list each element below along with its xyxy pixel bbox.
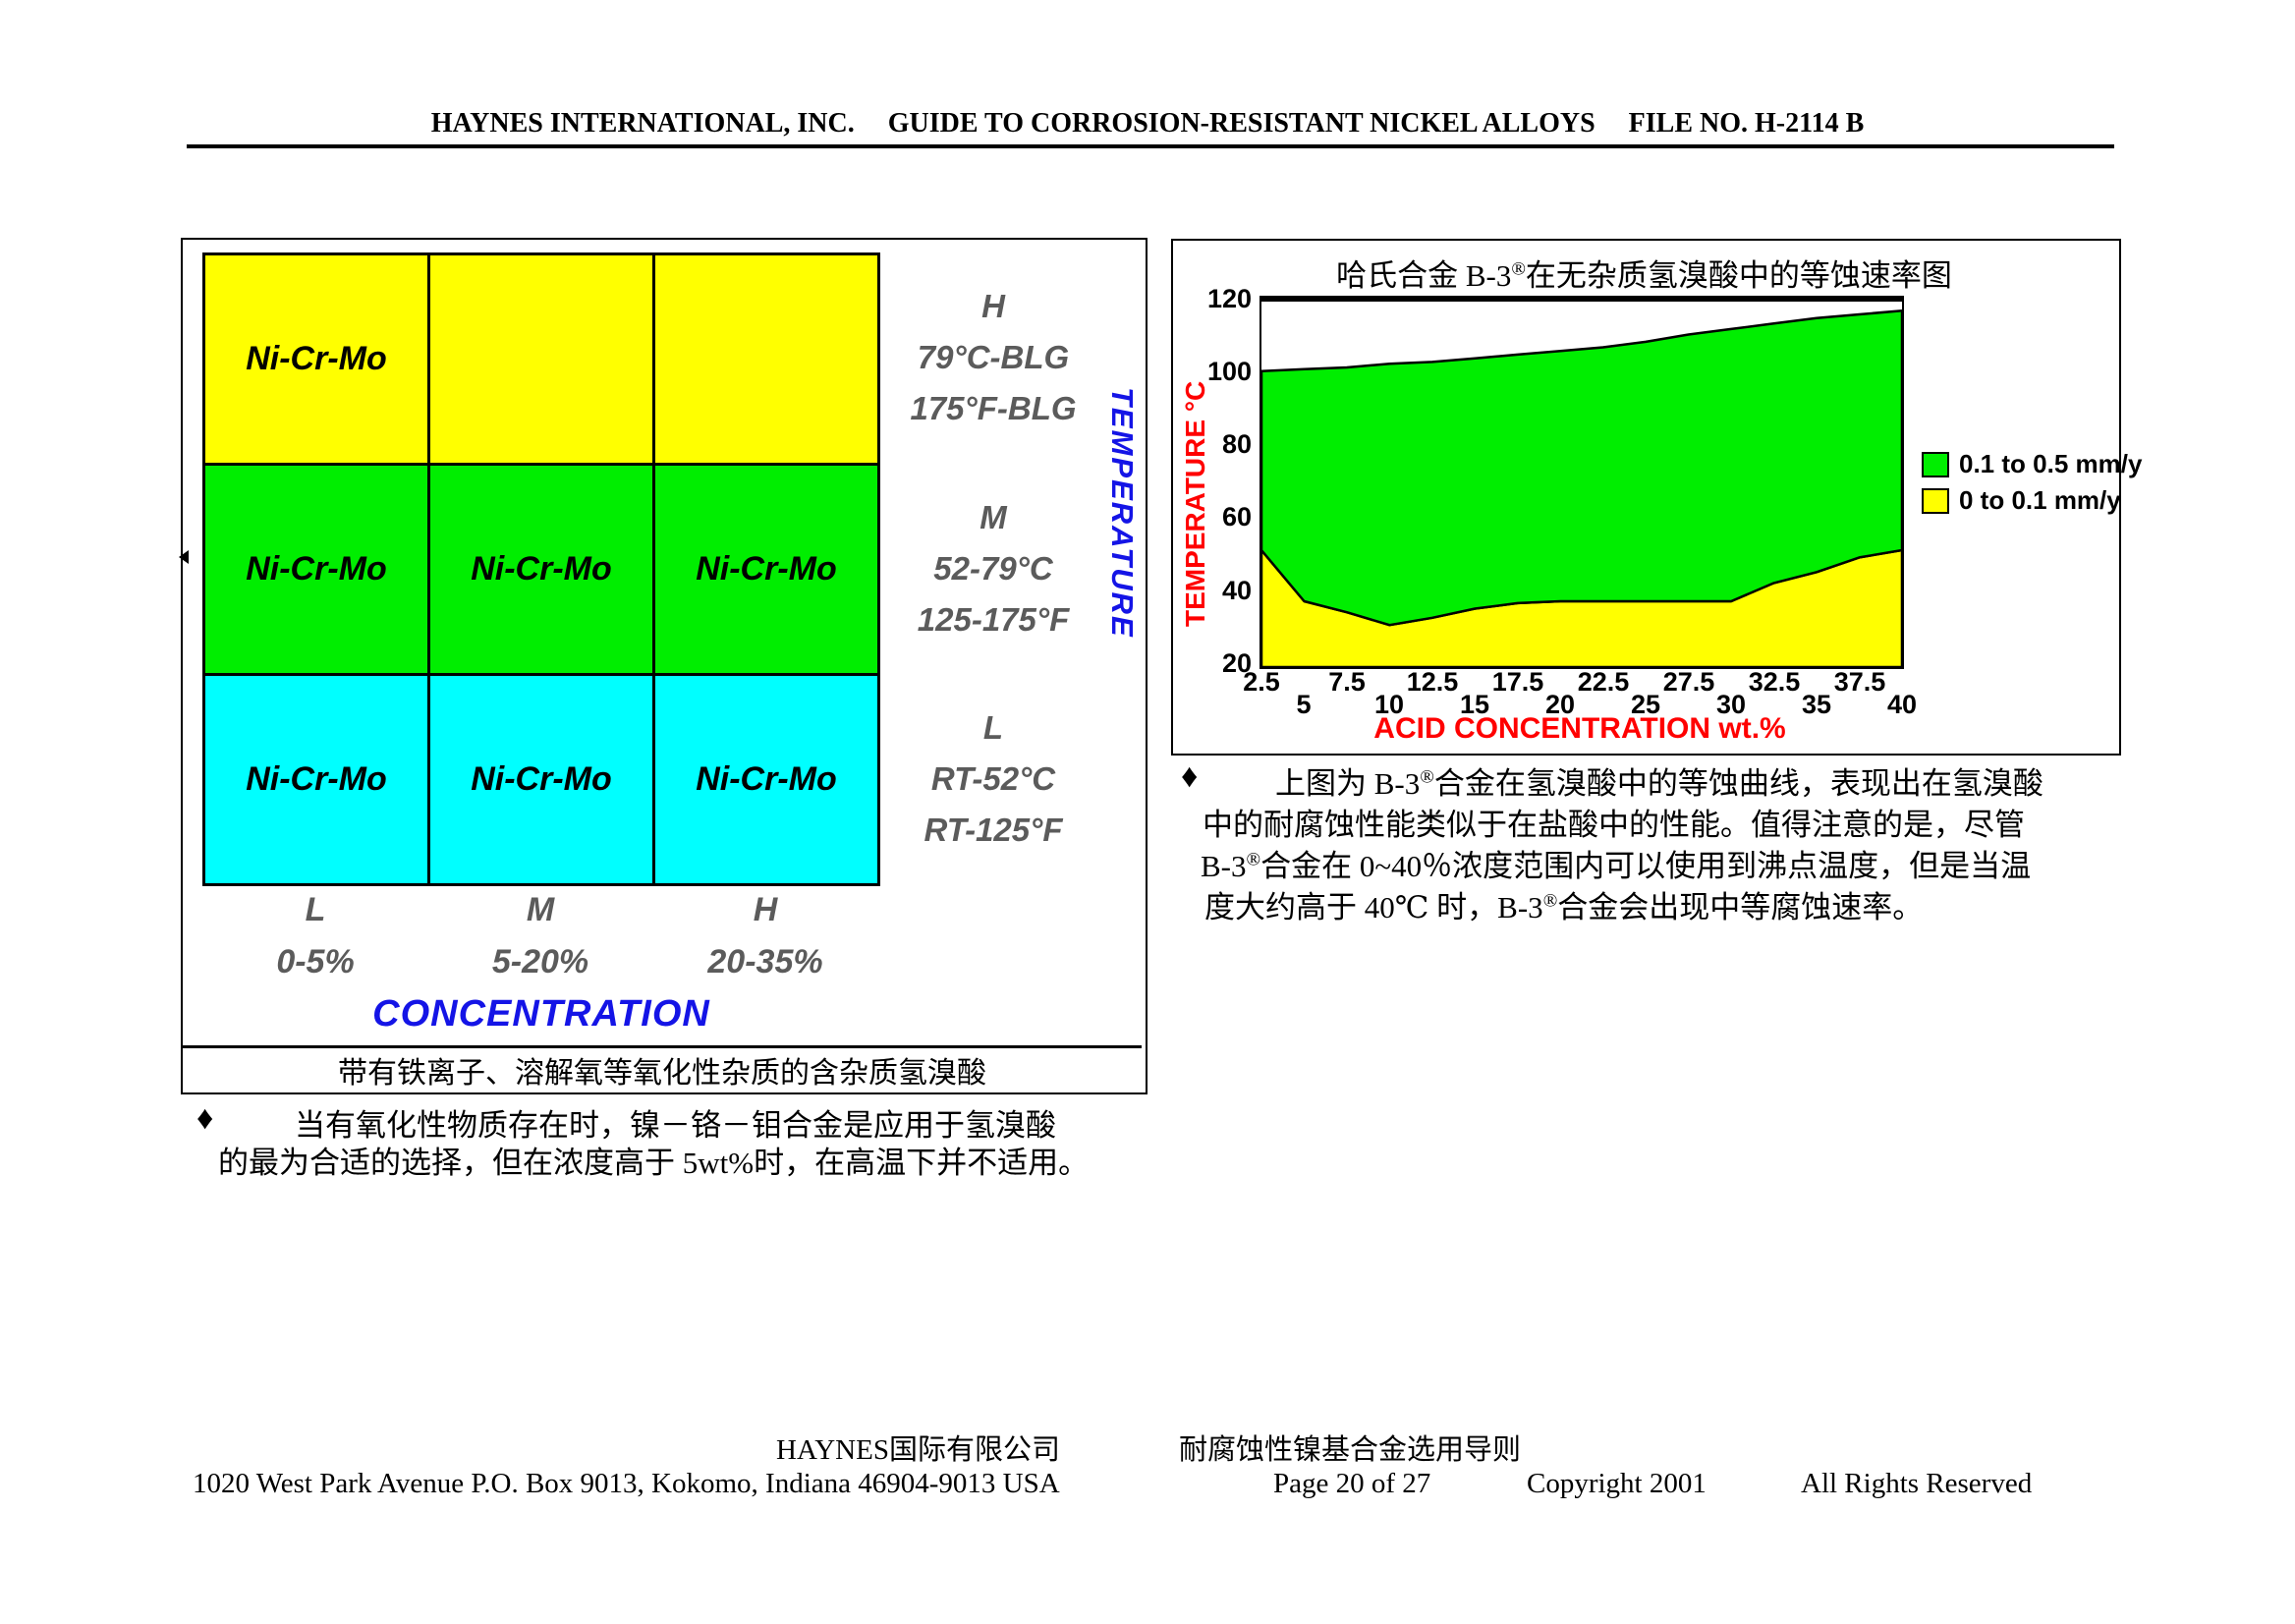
legend-swatch-green	[1922, 451, 1949, 477]
alloy-matrix-grid: Ni-Cr-Mo Ni-Cr-Mo Ni-Cr-Mo Ni-Cr-Mo Ni-C…	[202, 252, 880, 886]
matrix-cell-l-h: Ni-Cr-Mo	[655, 676, 877, 883]
conc-range-m: 5-20%	[491, 943, 589, 980]
xtick-15: 15	[1459, 690, 1490, 719]
xtick-37p5: 37.5	[1833, 667, 1886, 697]
footer-guide-cn: 耐腐蚀性镍基合金选用导则	[1179, 1434, 1522, 1466]
matrix-footnote-text: 带有铁离子、溶解氧等氧化性杂质的含杂质氢溴酸	[338, 1057, 986, 1090]
chart-note-bullet-icon: ♦	[1181, 758, 1199, 795]
temp-range-h-fahrenheit: 175°F-BLG	[910, 390, 1077, 426]
matrix-cell-l-l: Ni-Cr-Mo	[205, 676, 427, 883]
footer-rights: All Rights Reserved	[1801, 1468, 2033, 1499]
chart-note-line3: B-3®合金在 0~40％浓度范围内可以使用到沸点温度，但是当温	[1201, 849, 2032, 883]
temperature-range-medium: M 52-79°C 125-175°F	[861, 492, 1126, 645]
chart-note-line1: 上图为 B-3®合金在氢溴酸中的等蚀曲线，表现出在氢溴酸	[1275, 766, 2043, 801]
chart-note-line2: 中的耐腐蚀性能类似于在盐酸中的性能。值得注意的是，尽管	[1203, 808, 2025, 842]
header-file-no: FILE NO. H-2114 B	[1628, 108, 1865, 139]
xtick-40: 40	[1886, 690, 1918, 719]
matrix-note-line1: 当有氧化性物质存在时，镍－铬－钼合金是应用于氢溴酸	[295, 1108, 1056, 1143]
temp-level-l: L	[982, 709, 1004, 746]
matrix-cell-m-h: Ni-Cr-Mo	[655, 466, 877, 673]
xtick-17p5: 17.5	[1491, 667, 1544, 697]
footer-company-cn: HAYNES国际有限公司	[776, 1434, 1060, 1466]
xtick-12p5: 12.5	[1406, 667, 1459, 697]
ytick-100: 100	[1206, 357, 1252, 386]
xtick-27p5: 27.5	[1662, 667, 1715, 697]
chart-x-axis-label: ACID CONCENTRATION wt.%	[1373, 712, 1786, 745]
matrix-cell-m-m: Ni-Cr-Mo	[430, 466, 652, 673]
isocorrosion-area-plot	[1261, 309, 1902, 667]
xtick-35: 35	[1801, 690, 1832, 719]
footer-copyright: Copyright 2001	[1527, 1468, 1707, 1499]
temp-level-m: M	[980, 499, 1007, 535]
matrix-note-line2: 的最为合适的选择，但在浓度高于 5wt%时，在高温下并不适用。	[218, 1146, 1090, 1180]
temperature-range-low: L RT-52°C RT-125°F	[861, 702, 1126, 856]
xtick-10: 10	[1373, 690, 1405, 719]
legend-swatch-yellow	[1922, 487, 1949, 514]
xtick-22p5: 22.5	[1577, 667, 1630, 697]
matrix-y-axis-title: TEMPERATURE	[1105, 387, 1140, 639]
temp-level-h: H	[981, 288, 1005, 324]
footer-page-number: Page 20 of 27	[1273, 1468, 1431, 1499]
conc-level-l: L	[305, 891, 326, 928]
xtick-2p5: 2.5	[1243, 667, 1280, 697]
chart-legend: 0.1 to 0.5 mm/y 0 to 0.1 mm/y	[1922, 449, 2142, 516]
temp-range-l-fahrenheit: RT-125°F	[924, 812, 1063, 848]
footer-address: 1020 West Park Avenue P.O. Box 9013, Kok…	[193, 1468, 1060, 1499]
ytick-120: 120	[1206, 284, 1252, 313]
legend-label-low: 0 to 0.1 mm/y	[1959, 485, 2121, 515]
cursor-artifact-mark	[179, 550, 189, 564]
ytick-40: 40	[1221, 576, 1252, 605]
conc-range-l: 0-5%	[276, 943, 355, 980]
xtick-7p5: 7.5	[1328, 667, 1366, 697]
matrix-cell-m-l: Ni-Cr-Mo	[205, 466, 427, 673]
temperature-range-high: H 79°C-BLG 175°F-BLG	[861, 281, 1126, 434]
temp-range-l-celsius: RT-52°C	[930, 760, 1056, 797]
legend-item-low: 0 to 0.1 mm/y	[1922, 485, 2142, 516]
alloy-selection-matrix-figure: Ni-Cr-Mo Ni-Cr-Mo Ni-Cr-Mo Ni-Cr-Mo Ni-C…	[179, 238, 1148, 1094]
xtick-5: 5	[1296, 690, 1312, 719]
header-rule	[187, 144, 2114, 148]
conc-range-h: 20-35%	[707, 943, 823, 980]
chart-title: 哈氏合金 B-3®在无杂质氢溴酸中的等蚀速率图	[1336, 258, 1952, 293]
header-guide-title: GUIDE TO CORROSION-RESISTANT NICKEL ALLO…	[887, 108, 1595, 139]
matrix-cell-h-h	[655, 255, 877, 463]
ytick-80: 80	[1221, 429, 1252, 459]
matrix-note-bullet-icon: ♦	[196, 1100, 214, 1137]
temp-range-m-celsius: 52-79°C	[933, 550, 1053, 587]
ytick-60: 60	[1221, 502, 1252, 532]
matrix-footnote-strip: 带有铁离子、溶解氧等氧化性杂质的含杂质氢溴酸	[183, 1045, 1142, 1092]
matrix-x-axis-title: CONCENTRATION	[372, 993, 710, 1035]
chart-note-line4: 度大约高于 40℃ 时，B-3®合金会出现中等腐蚀速率。	[1204, 890, 1924, 924]
matrix-cell-h-m	[430, 255, 652, 463]
xtick-30: 30	[1715, 690, 1747, 719]
chart-y-axis-label: TEMPERATURE °C	[1180, 380, 1210, 628]
matrix-cell-l-m: Ni-Cr-Mo	[430, 676, 652, 883]
page-header: HAYNES INTERNATIONAL, INC. GUIDE TO CORR…	[0, 108, 2295, 140]
conc-level-m: M	[526, 891, 555, 928]
ytick-20: 20	[1221, 648, 1252, 678]
legend-label-moderate: 0.1 to 0.5 mm/y	[1959, 449, 2143, 478]
xtick-20: 20	[1544, 690, 1576, 719]
conc-level-h: H	[753, 891, 778, 928]
xtick-32p5: 32.5	[1748, 667, 1801, 697]
xtick-25: 25	[1630, 690, 1661, 719]
temp-range-h-celsius: 79°C-BLG	[917, 339, 1070, 375]
chart-plot-area	[1259, 296, 1904, 669]
header-company: HAYNES INTERNATIONAL, INC.	[430, 108, 855, 139]
matrix-cell-h-l: Ni-Cr-Mo	[205, 255, 427, 463]
legend-item-moderate: 0.1 to 0.5 mm/y	[1922, 449, 2142, 479]
temp-range-m-fahrenheit: 125-175°F	[917, 601, 1070, 638]
isocorrosion-chart-figure: 哈氏合金 B-3®在无杂质氢溴酸中的等蚀速率图 120 100 80 60 40…	[1171, 239, 2142, 756]
region-0.1-to-0.5-mmy	[1261, 309, 1902, 627]
